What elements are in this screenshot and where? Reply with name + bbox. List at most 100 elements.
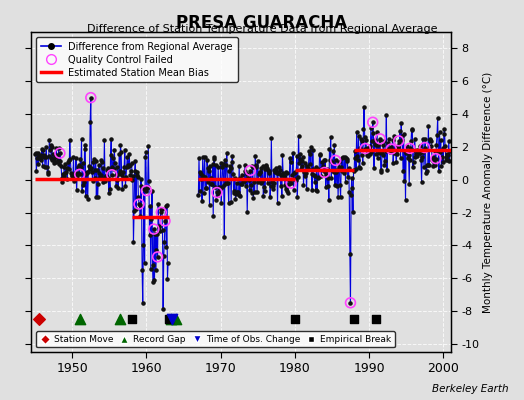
Point bbox=[199, 173, 208, 180]
Point bbox=[136, 213, 145, 219]
Point bbox=[142, 188, 150, 194]
Point bbox=[46, 146, 54, 153]
Point bbox=[280, 173, 289, 179]
Point bbox=[115, 151, 124, 157]
Y-axis label: Monthly Temperature Anomaly Difference (°C): Monthly Temperature Anomaly Difference (… bbox=[483, 71, 493, 313]
Point bbox=[279, 170, 287, 176]
Point bbox=[81, 145, 90, 152]
Point bbox=[222, 162, 231, 168]
Point bbox=[210, 156, 219, 162]
Point bbox=[428, 157, 436, 164]
Point bbox=[121, 183, 129, 190]
Point bbox=[278, 152, 287, 158]
Point bbox=[57, 162, 66, 169]
Point bbox=[342, 154, 351, 161]
Point bbox=[155, 224, 163, 231]
Point bbox=[103, 166, 112, 173]
Point bbox=[281, 182, 289, 188]
Point bbox=[86, 94, 95, 101]
Point bbox=[309, 146, 317, 153]
Point bbox=[37, 156, 45, 163]
Point bbox=[51, 159, 60, 165]
Point bbox=[244, 176, 253, 182]
Point bbox=[147, 216, 156, 222]
Point bbox=[118, 186, 126, 192]
Point bbox=[160, 239, 169, 245]
Point bbox=[86, 94, 95, 101]
Point bbox=[385, 146, 394, 153]
Point bbox=[439, 159, 447, 166]
Point bbox=[352, 166, 360, 172]
Point bbox=[353, 153, 362, 160]
Point bbox=[254, 178, 263, 185]
Point bbox=[294, 174, 302, 180]
Point bbox=[282, 169, 290, 175]
Point bbox=[260, 166, 269, 172]
Point bbox=[62, 164, 71, 171]
Point bbox=[329, 148, 337, 154]
Point bbox=[137, 175, 145, 182]
Point bbox=[399, 168, 407, 174]
Point bbox=[431, 147, 440, 154]
Point bbox=[195, 155, 203, 161]
Point bbox=[122, 173, 130, 180]
Point bbox=[372, 151, 380, 158]
Point bbox=[75, 162, 83, 169]
Point bbox=[247, 190, 256, 196]
Point bbox=[250, 179, 258, 185]
Point bbox=[123, 153, 132, 160]
Point bbox=[353, 128, 361, 135]
Point bbox=[50, 160, 59, 166]
Point bbox=[429, 154, 437, 160]
Legend: Station Move, Record Gap, Time of Obs. Change, Empirical Break: Station Move, Record Gap, Time of Obs. C… bbox=[36, 331, 395, 348]
Point bbox=[351, 147, 359, 154]
Point bbox=[168, 316, 177, 322]
Point bbox=[313, 175, 322, 181]
Point bbox=[425, 162, 433, 168]
Point bbox=[234, 189, 242, 195]
Point bbox=[220, 182, 228, 188]
Point bbox=[56, 150, 64, 156]
Point bbox=[368, 119, 377, 126]
Point bbox=[378, 152, 387, 158]
Point bbox=[48, 157, 57, 164]
Point bbox=[285, 177, 293, 184]
Text: Berkeley Earth: Berkeley Earth bbox=[432, 384, 508, 394]
Point bbox=[77, 164, 85, 170]
Point bbox=[52, 154, 61, 160]
Point bbox=[43, 171, 52, 177]
Point bbox=[151, 231, 159, 237]
Point bbox=[322, 172, 331, 178]
Point bbox=[153, 231, 161, 237]
Point bbox=[130, 168, 139, 174]
Point bbox=[386, 149, 394, 156]
Point bbox=[418, 154, 427, 160]
Point bbox=[395, 138, 403, 144]
Point bbox=[295, 160, 303, 166]
Point bbox=[48, 144, 56, 150]
Point bbox=[236, 174, 245, 181]
Point bbox=[164, 260, 172, 266]
Point bbox=[228, 152, 236, 159]
Point bbox=[227, 158, 236, 165]
Point bbox=[201, 174, 210, 180]
Point bbox=[161, 218, 169, 224]
Point bbox=[104, 190, 113, 196]
Point bbox=[239, 178, 248, 184]
Point bbox=[215, 188, 223, 195]
Point bbox=[241, 162, 249, 168]
Point bbox=[346, 300, 355, 306]
Point bbox=[358, 160, 367, 166]
Point bbox=[311, 173, 320, 180]
Point bbox=[385, 136, 393, 143]
Point bbox=[306, 160, 314, 167]
Point bbox=[272, 165, 280, 171]
Point bbox=[110, 166, 118, 172]
Point bbox=[75, 171, 84, 178]
Point bbox=[370, 165, 378, 171]
Point bbox=[261, 162, 270, 169]
Point bbox=[296, 156, 304, 162]
Point bbox=[320, 157, 328, 164]
Point bbox=[135, 202, 144, 208]
Point bbox=[394, 144, 402, 150]
